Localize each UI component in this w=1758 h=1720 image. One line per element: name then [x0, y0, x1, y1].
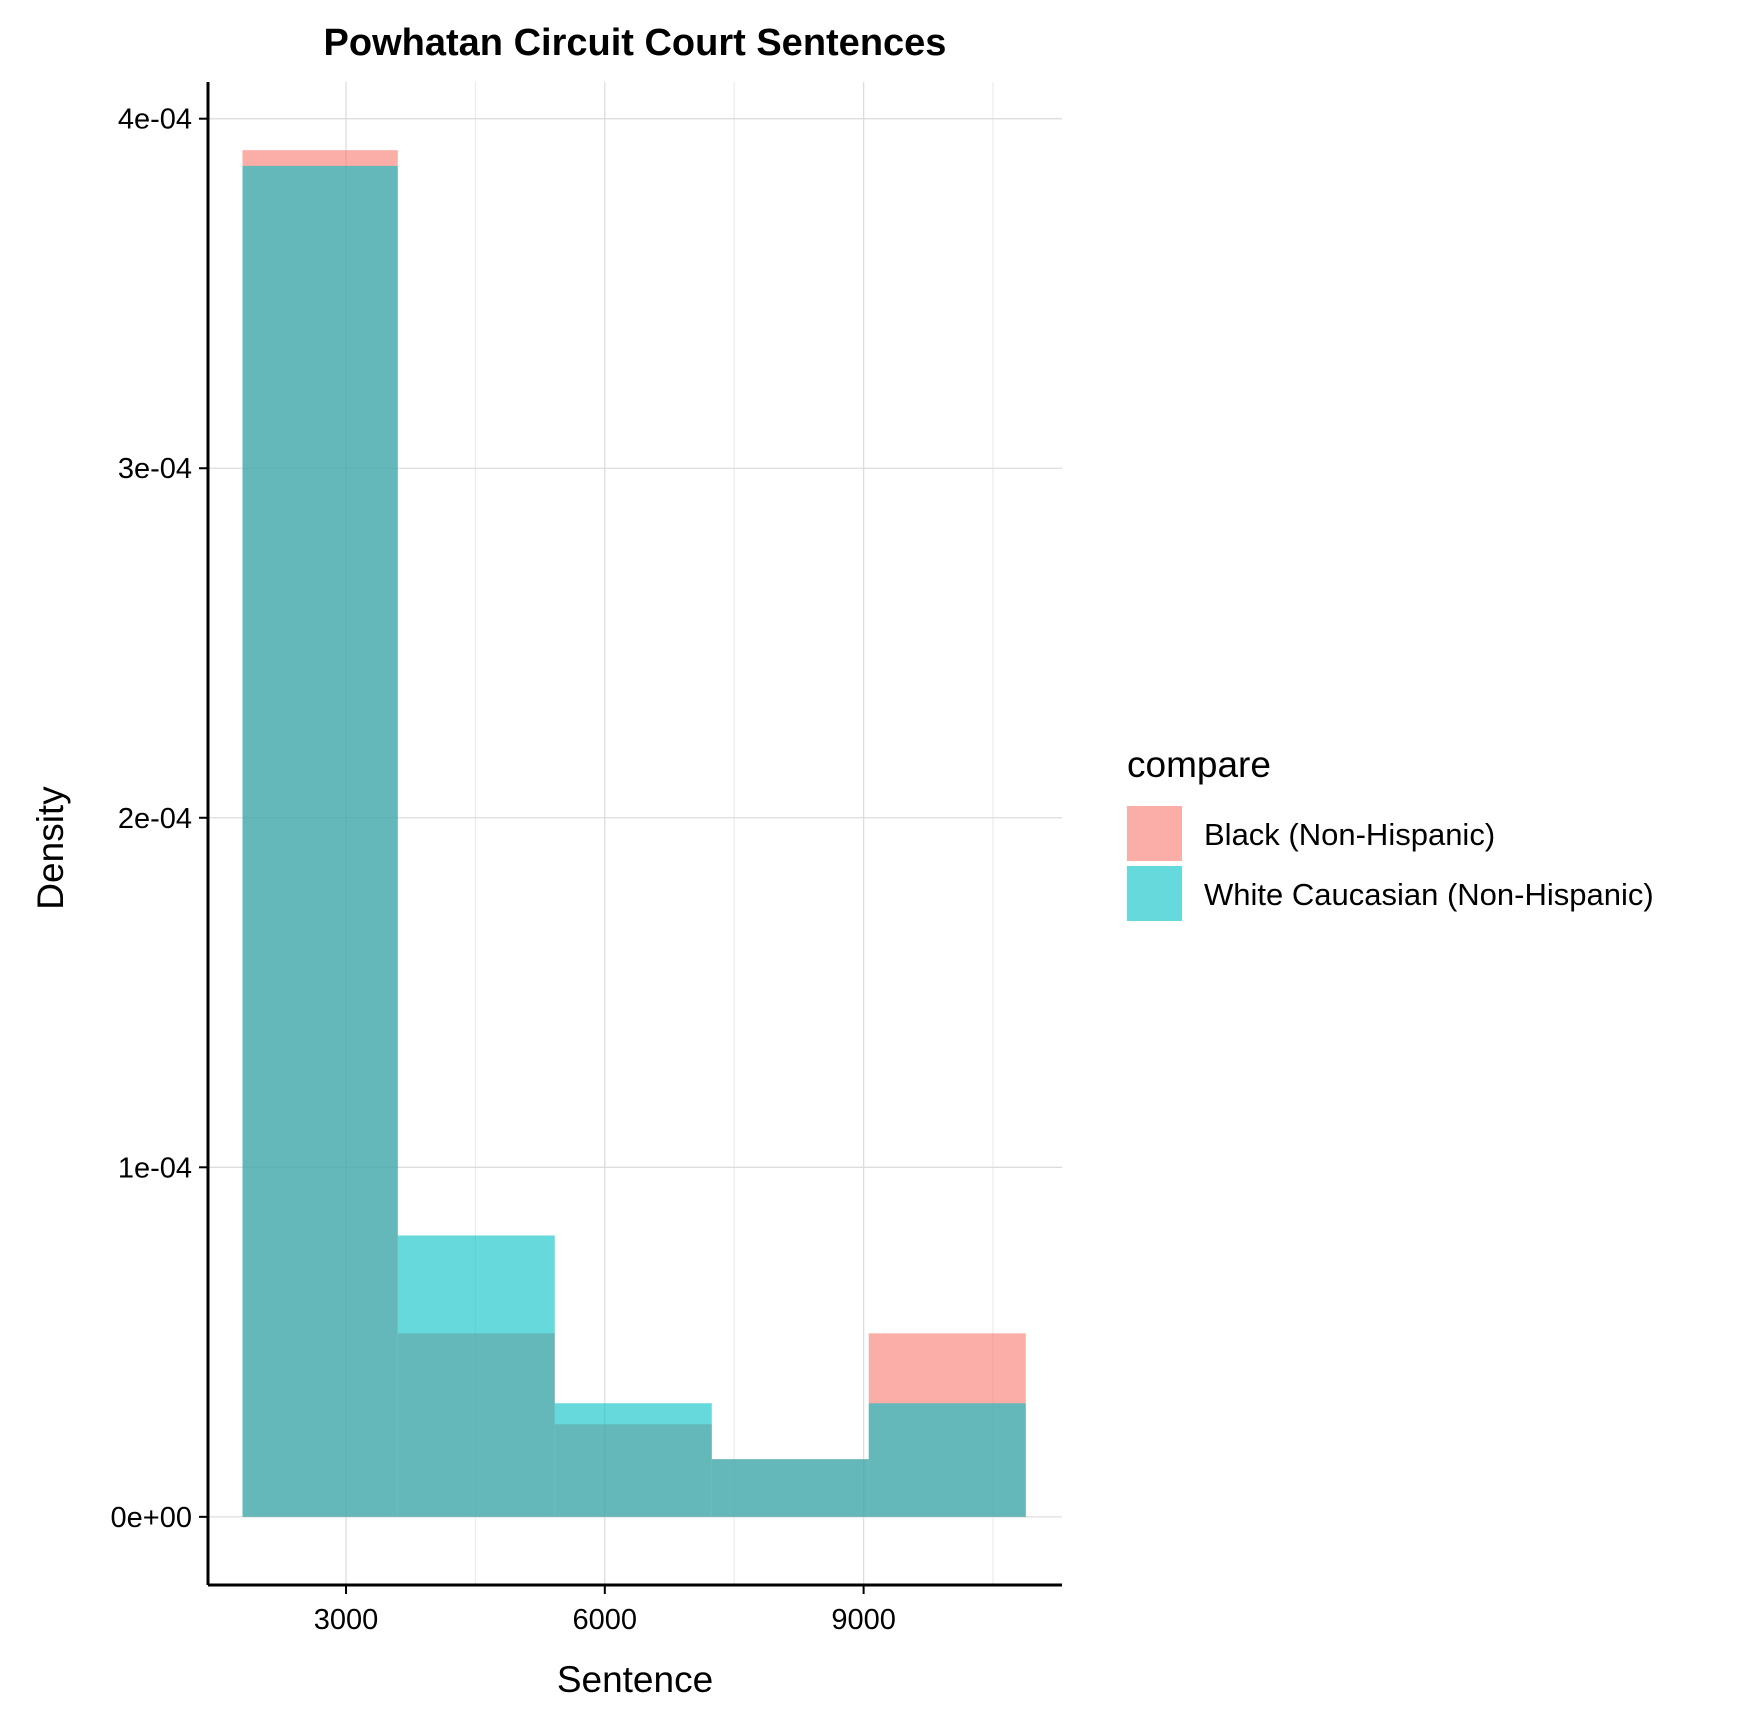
y-axis-title: Density — [30, 786, 71, 910]
chart-title: Powhatan Circuit Court Sentences — [324, 22, 947, 64]
y-tick-label: 3e-04 — [118, 453, 192, 485]
histogram-bar-series-2 — [868, 1403, 1026, 1517]
legend-label: White Caucasian (Non-Hispanic) — [1204, 877, 1654, 912]
x-tick-label: 9000 — [831, 1604, 896, 1636]
axes: 0e+00 1e-04 2e-04 3e-04 4e-04 3000 6000 9000 — [111, 82, 1062, 1636]
histogram-bar-series-2 — [242, 165, 398, 1517]
legend-title: compare — [1127, 744, 1271, 785]
y-tick-label: 2e-04 — [118, 803, 192, 835]
y-tick-label: 4e-04 — [118, 104, 192, 136]
legend-label: Black (Non-Hispanic) — [1204, 817, 1495, 852]
legend-key-swatch — [1127, 806, 1182, 861]
y-tick-label: 0e+00 — [111, 1502, 192, 1534]
x-tick-label: 6000 — [573, 1604, 638, 1636]
x-tick-label: 3000 — [314, 1604, 379, 1636]
legend-key-swatch — [1127, 866, 1182, 921]
histogram-bar-series-2 — [711, 1459, 869, 1517]
x-axis-title: Sentence — [557, 1659, 713, 1700]
histogram-bar-series-2 — [554, 1403, 712, 1517]
legend-items: Black (Non-Hispanic) White Caucasian (Non… — [1127, 806, 1654, 921]
y-tick-label: 1e-04 — [118, 1152, 192, 1184]
bars — [242, 150, 1026, 1517]
histogram-bar-series-2 — [397, 1235, 555, 1517]
legend: compare Black (Non-Hispanic) White Caucas… — [1127, 744, 1654, 921]
